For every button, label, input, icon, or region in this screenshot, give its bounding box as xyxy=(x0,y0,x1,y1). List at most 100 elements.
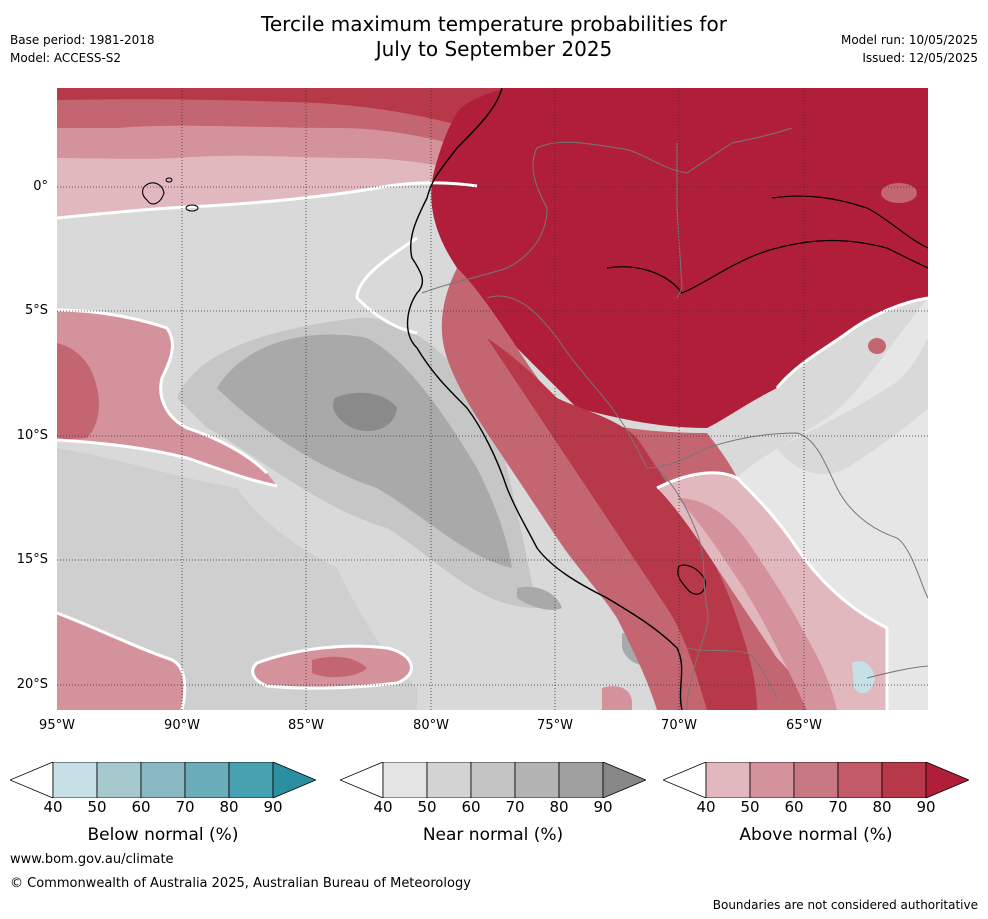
lake-titicaca xyxy=(677,564,706,595)
above-50-west xyxy=(57,310,277,486)
near-normal-south xyxy=(57,448,417,710)
border-peru-bolivia xyxy=(656,467,709,710)
galapagos-island-3 xyxy=(165,177,173,183)
colorbar-near-ticks: 40 50 60 70 80 90 xyxy=(340,798,646,820)
model-run: Model run: 10/05/2025 xyxy=(840,33,978,47)
colorbar-above-ticks: 40 50 60 70 80 90 xyxy=(663,798,969,820)
colorbar-below-swatches xyxy=(8,761,318,799)
colorbar-below-tick-50: 50 xyxy=(87,798,107,816)
above-60-south-central xyxy=(312,656,367,678)
colorbar-near-swatch-60 xyxy=(470,761,516,799)
colorbar-above-normal: 40 50 60 70 80 90 Above normal (%) xyxy=(661,761,971,852)
near-normal-60-region xyxy=(217,334,512,568)
border-colombia-brazil xyxy=(676,143,683,299)
colorbar-below-swatch-50 xyxy=(96,761,142,799)
above-50-south-patch xyxy=(602,686,632,710)
near-normal-70-region xyxy=(332,392,397,432)
colorbar-below-swatch-80 xyxy=(228,761,274,799)
colorbar-above-swatch-under xyxy=(661,761,707,799)
border-brazil-bolivia xyxy=(646,432,928,599)
colorbar-below-ticks: 40 50 60 70 80 90 xyxy=(10,798,316,820)
colorbar-above-tick-90: 90 xyxy=(916,798,936,816)
colorbar-near-tick-80: 80 xyxy=(549,798,569,816)
lat-label-20s: 20°S xyxy=(16,677,48,692)
contour-north xyxy=(57,181,478,220)
colorbar-above-swatch-40 xyxy=(705,761,751,799)
model-name: Model: ACCESS-S2 xyxy=(10,51,122,65)
footer-url[interactable]: www.bom.gov.au/climate xyxy=(10,852,174,867)
lon-label-80w: 80°W xyxy=(413,718,449,733)
colorbar-below-swatch-over xyxy=(272,761,318,799)
river-north xyxy=(771,195,928,249)
colorbar-near-swatch-under xyxy=(338,761,384,799)
colorbar-near-label: Near normal (%) xyxy=(422,825,564,845)
contour-land-east xyxy=(656,471,889,710)
probability-map xyxy=(57,88,928,710)
map-canvas xyxy=(57,88,928,710)
above-60-west xyxy=(57,343,99,440)
colorbar-near-tick-60: 60 xyxy=(461,798,481,816)
map-title: Tercile maximum temperature probabilitie… xyxy=(0,12,988,62)
colorbar-above-tick-70: 70 xyxy=(828,798,848,816)
colorbar-near-tick-70: 70 xyxy=(505,798,525,816)
border-ecuador-colombia xyxy=(421,127,793,294)
colorbar-above-tick-80: 80 xyxy=(872,798,892,816)
colorbar-above-swatch-over xyxy=(925,761,971,799)
contour-west-top xyxy=(57,308,269,475)
colorbar-near-tick-40: 40 xyxy=(373,798,393,816)
colorbar-below-swatch-70 xyxy=(184,761,230,799)
lat-label-10s: 10°S xyxy=(16,428,48,443)
colorbar-above-swatch-70 xyxy=(837,761,883,799)
colorbar-near-swatches xyxy=(338,761,648,799)
lat-label-5s: 5°S xyxy=(24,303,48,318)
colorbar-near-swatch-50 xyxy=(426,761,472,799)
colorbar-above-swatch-80 xyxy=(881,761,927,799)
below-40-patch xyxy=(852,661,875,694)
above-50-south-west xyxy=(57,613,185,710)
colorbar-above-swatch-50 xyxy=(749,761,795,799)
footer-copyright: © Commonwealth of Australia 2025, Austra… xyxy=(10,876,471,891)
colorbar-below-swatch-60 xyxy=(140,761,186,799)
lon-label-75w: 75°W xyxy=(537,718,573,733)
contour-west-bottom xyxy=(57,438,278,488)
colorbar-near-normal: 40 50 60 70 80 90 Near normal (%) xyxy=(338,761,648,852)
title-line-2: July to September 2025 xyxy=(375,37,613,61)
colorbar-above-swatches xyxy=(661,761,971,799)
colorbar-near-swatch-80 xyxy=(558,761,604,799)
colorbar-near-tick-50: 50 xyxy=(417,798,437,816)
graticule xyxy=(57,88,928,710)
colorbar-above-tick-50: 50 xyxy=(740,798,760,816)
issued-date: Issued: 12/05/2025 xyxy=(862,51,978,65)
colorbar-near-tick-90: 90 xyxy=(593,798,613,816)
galapagos-island-2 xyxy=(185,204,199,212)
title-line-1: Tercile maximum temperature probabilitie… xyxy=(261,12,727,36)
colorbar-near-swatch-70 xyxy=(514,761,560,799)
contour-south-west xyxy=(57,611,187,710)
colorbar-below-label: Below normal (%) xyxy=(87,825,239,845)
colorbar-below-tick-90: 90 xyxy=(263,798,283,816)
footer-disclaimer: Boundaries are not considered authoritat… xyxy=(712,898,978,912)
border-chile-bolivia xyxy=(686,647,778,699)
lat-label-0: 0° xyxy=(33,179,48,194)
colorbar-below-tick-70: 70 xyxy=(175,798,195,816)
colorbar-above-tick-40: 40 xyxy=(696,798,716,816)
above-60-patch-north-east xyxy=(881,183,917,203)
above-60-patch-east xyxy=(868,338,886,354)
river-amazon xyxy=(606,239,928,294)
near-normal-60-patch xyxy=(517,586,562,610)
colorbar-above-swatch-60 xyxy=(793,761,839,799)
colorbar-below-tick-40: 40 xyxy=(43,798,63,816)
colorbar-near-swatch-40 xyxy=(382,761,428,799)
lat-label-15s: 15°S xyxy=(16,552,48,567)
above-50-land-east xyxy=(677,498,837,710)
colorbar-below-tick-60: 60 xyxy=(131,798,151,816)
colorbar-near-swatch-over xyxy=(602,761,648,799)
contour-south-central xyxy=(251,644,413,690)
colorbar-above-label: Above normal (%) xyxy=(739,825,893,845)
above-70-land xyxy=(487,338,757,710)
colorbar-below-swatch-40 xyxy=(52,761,98,799)
colorbar-below-normal: 40 50 60 70 80 90 Below normal (%) xyxy=(8,761,318,852)
colorbar-below-swatch-under xyxy=(8,761,54,799)
lon-label-65w: 65°W xyxy=(786,718,822,733)
base-period: Base period: 1981-2018 xyxy=(10,33,155,47)
